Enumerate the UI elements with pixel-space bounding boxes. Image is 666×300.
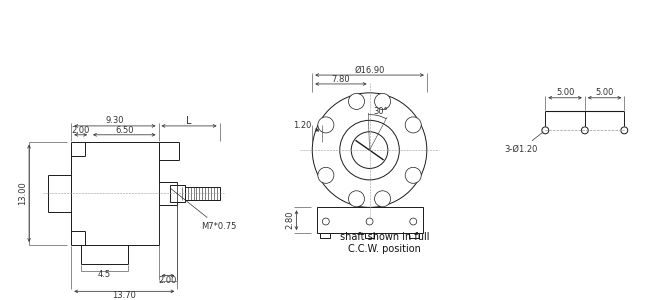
Bar [320,233,330,238]
Text: 2.00: 2.00 [71,126,90,135]
Circle shape [405,117,421,133]
Text: L: L [186,116,192,126]
Circle shape [312,93,427,207]
Bar [364,233,374,238]
Text: shaft shown in full: shaft shown in full [340,232,429,242]
Text: 5.00: 5.00 [556,88,574,97]
Text: 3-Ø1.20: 3-Ø1.20 [504,132,543,154]
Text: 9.30: 9.30 [106,116,124,125]
Circle shape [374,191,390,207]
Circle shape [621,127,628,134]
Bar [159,182,177,205]
Text: 30°: 30° [373,106,388,116]
Circle shape [340,120,400,180]
Text: 2.00: 2.00 [159,276,177,285]
Circle shape [322,218,329,225]
Text: M7*0.75: M7*0.75 [170,188,236,231]
Circle shape [581,127,588,134]
Text: 2.80: 2.80 [285,211,294,230]
Circle shape [351,132,388,168]
Circle shape [405,167,421,183]
Text: 5.00: 5.00 [595,88,614,97]
Circle shape [542,127,549,134]
Circle shape [410,218,417,225]
Text: C.C.W. position: C.C.W. position [348,244,421,254]
Text: 6.50: 6.50 [115,126,134,135]
Circle shape [318,167,334,183]
Circle shape [318,117,334,133]
Text: 13.70: 13.70 [113,291,137,300]
Text: 4.5: 4.5 [97,270,111,279]
Circle shape [348,191,364,207]
Circle shape [348,93,364,110]
Bar [409,233,419,238]
Bar [316,207,422,233]
Bar [177,187,220,200]
Text: 1.20: 1.20 [293,121,312,130]
Circle shape [374,93,390,110]
Text: 13.00: 13.00 [18,182,27,205]
Text: Ø16.90: Ø16.90 [354,66,385,75]
Bar [170,185,185,202]
Text: 7.80: 7.80 [332,76,350,85]
Circle shape [366,218,373,225]
